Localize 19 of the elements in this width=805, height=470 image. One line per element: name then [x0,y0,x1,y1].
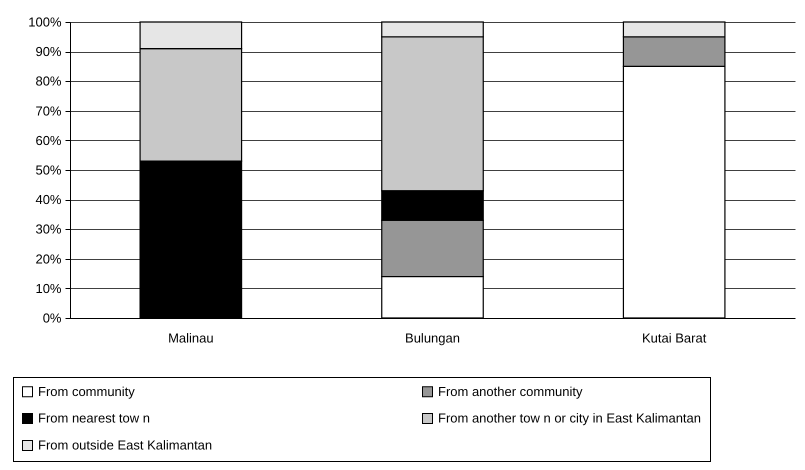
y-tick-label: 50% [35,162,62,178]
legend-label: From outside East Kalimantan [38,438,212,452]
y-tick-label: 20% [35,251,62,266]
y-tick-label: 0% [42,310,62,326]
y-tick-label: 60% [35,132,62,148]
x-tick-label: Malinau [168,330,214,346]
y-tick-label: 70% [35,103,62,118]
legend-label: From another tow n or city in East Kalimantan [438,410,702,426]
legend-label: From another community [438,384,583,399]
x-tick-label: Bulungan [405,330,460,346]
y-tick-label: 10% [35,280,62,296]
x-tick-label: Kutai Barat [642,330,707,346]
y-tick-label: 40% [35,192,62,208]
legend-label: From community [38,384,136,399]
y-tick-label: 80% [35,74,62,89]
y-tick-label: 30% [35,222,62,237]
legend-label: From nearest tow n [38,410,150,426]
y-tick-label: 90% [35,44,62,60]
y-tick-label: 100% [28,14,62,30]
